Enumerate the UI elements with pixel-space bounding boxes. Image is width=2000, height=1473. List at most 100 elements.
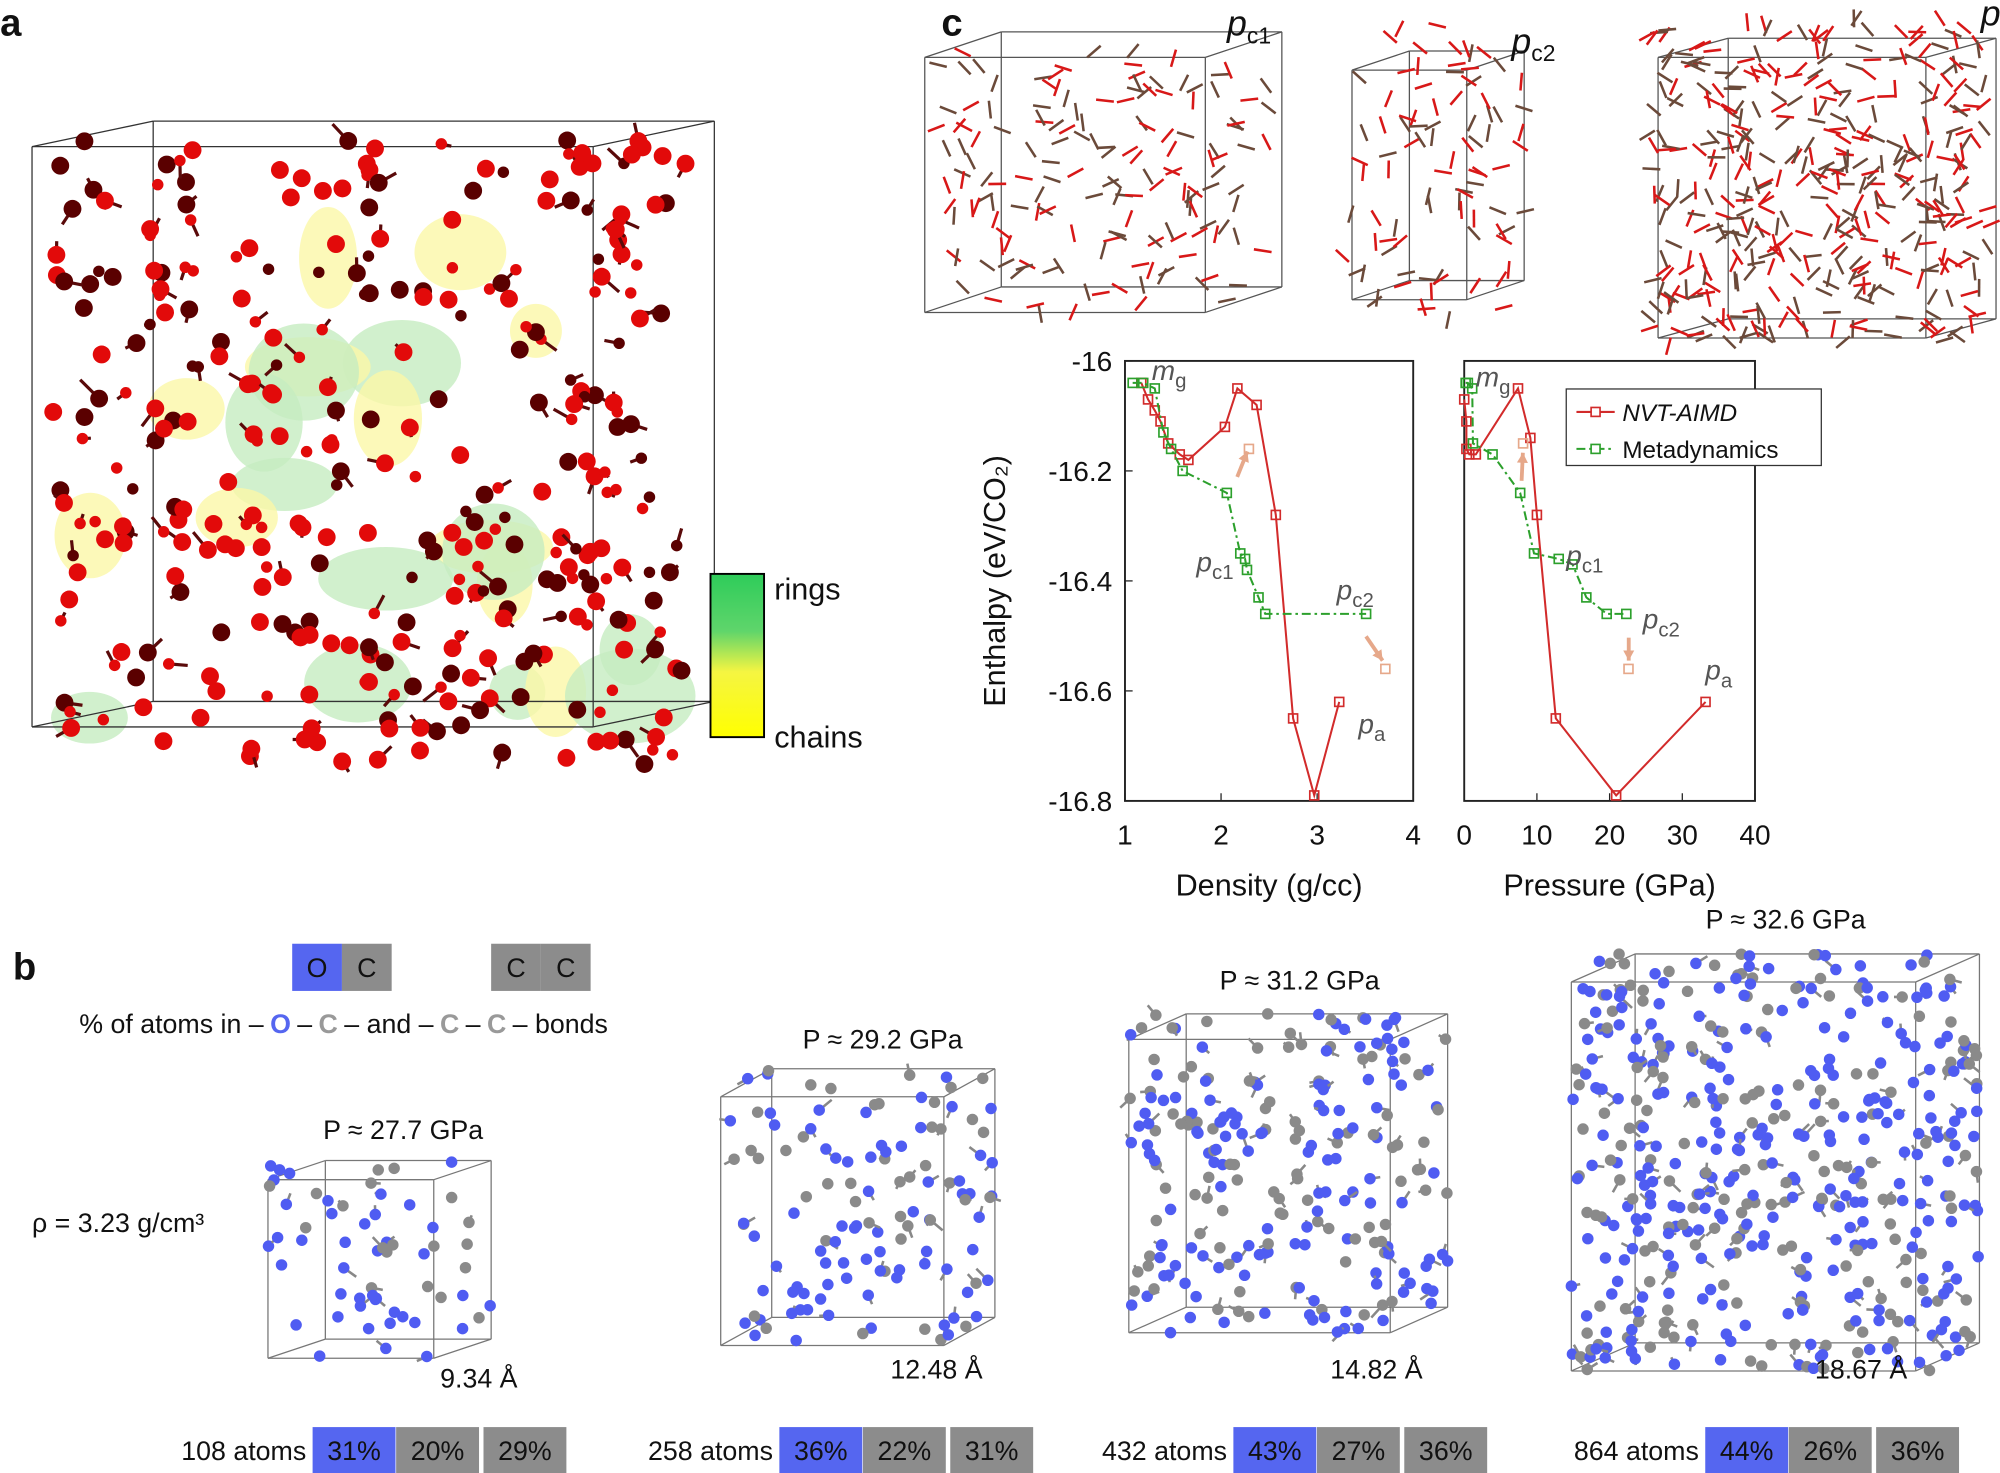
atom bbox=[1889, 1233, 1901, 1246]
bond bbox=[1882, 254, 1901, 261]
bond bbox=[1871, 104, 1878, 123]
atom bbox=[895, 1140, 908, 1152]
legend-box-label: O bbox=[307, 953, 328, 983]
relaxed-marker bbox=[1517, 438, 1529, 449]
bond bbox=[1037, 304, 1044, 323]
atom bbox=[1960, 1294, 1972, 1306]
bond bbox=[1675, 179, 1680, 198]
atom bbox=[1895, 1027, 1907, 1040]
bond bbox=[1726, 216, 1745, 221]
atom bbox=[863, 1217, 875, 1229]
atom bbox=[1303, 1309, 1316, 1321]
relaxed-marker bbox=[1243, 443, 1255, 455]
bond bbox=[1138, 121, 1156, 132]
atom bbox=[1958, 1199, 1971, 1211]
bond bbox=[1124, 62, 1143, 67]
bond bbox=[1240, 97, 1259, 102]
atom bbox=[264, 328, 283, 347]
atom bbox=[1814, 1115, 1827, 1128]
annotation-base: p bbox=[1357, 708, 1374, 739]
bond bbox=[1166, 140, 1178, 158]
bond bbox=[1835, 152, 1854, 157]
bond bbox=[1741, 129, 1755, 145]
bond bbox=[1806, 266, 1822, 281]
atom bbox=[461, 668, 480, 687]
atom bbox=[788, 1207, 800, 1219]
bond bbox=[1952, 30, 1959, 49]
bond bbox=[1431, 98, 1439, 117]
bond bbox=[1695, 333, 1713, 343]
bond bbox=[1954, 196, 1966, 214]
atom bbox=[1940, 1349, 1952, 1362]
ring-region bbox=[299, 206, 358, 309]
bond bbox=[1347, 205, 1355, 224]
bond bbox=[1418, 277, 1437, 282]
atom bbox=[1945, 1056, 1957, 1069]
atom bbox=[1862, 1275, 1875, 1288]
atom bbox=[414, 288, 433, 306]
atom bbox=[262, 384, 281, 402]
atom bbox=[1851, 1287, 1864, 1300]
bond bbox=[1039, 205, 1057, 216]
bond bbox=[1960, 133, 1972, 151]
atom bbox=[477, 585, 490, 597]
bond bbox=[1858, 176, 1867, 194]
atom bbox=[583, 154, 602, 173]
atom bbox=[44, 403, 63, 421]
bond bbox=[1378, 151, 1397, 158]
bond bbox=[1815, 287, 1833, 297]
bond bbox=[1424, 120, 1442, 131]
atom bbox=[369, 173, 388, 192]
atom bbox=[1574, 1351, 1587, 1363]
atom bbox=[1641, 1104, 1653, 1117]
bond bbox=[1086, 44, 1102, 59]
atom bbox=[1716, 1299, 1728, 1311]
bond bbox=[1024, 141, 1037, 158]
caption-part: – bonds bbox=[513, 1009, 608, 1039]
atom bbox=[1844, 1221, 1856, 1234]
bond bbox=[1857, 295, 1875, 305]
atom bbox=[1663, 965, 1675, 978]
atom bbox=[471, 701, 489, 720]
atom bbox=[748, 1230, 761, 1242]
atom bbox=[1395, 1079, 1408, 1091]
bond bbox=[1982, 219, 2000, 229]
bond bbox=[1828, 126, 1847, 132]
atom bbox=[1606, 1005, 1619, 1017]
atom bbox=[1421, 1282, 1433, 1295]
atom bbox=[592, 267, 611, 286]
atom bbox=[322, 1195, 334, 1207]
atom bbox=[460, 505, 472, 518]
atom bbox=[840, 1272, 853, 1284]
bond bbox=[1515, 104, 1533, 113]
bond bbox=[1393, 280, 1412, 289]
annotation-sub: c1 bbox=[1582, 556, 1604, 578]
atom bbox=[1644, 1341, 1657, 1353]
bond bbox=[1429, 282, 1433, 301]
bond bbox=[1687, 211, 1706, 218]
bond bbox=[1083, 283, 1091, 302]
atom bbox=[1253, 1248, 1266, 1261]
atom bbox=[1856, 1111, 1868, 1123]
bond bbox=[1789, 272, 1805, 287]
x-tick-label: 10 bbox=[1521, 819, 1552, 850]
bond bbox=[1739, 331, 1758, 340]
atom bbox=[1142, 1260, 1155, 1272]
bond bbox=[1461, 136, 1475, 153]
bond bbox=[1685, 294, 1704, 300]
bond bbox=[1821, 38, 1829, 57]
cell-edge bbox=[1128, 1013, 1187, 1040]
bond bbox=[1492, 106, 1504, 123]
atom bbox=[191, 708, 210, 727]
atom bbox=[1359, 1013, 1372, 1025]
atom bbox=[1156, 1238, 1168, 1251]
atom bbox=[1837, 1111, 1850, 1123]
atom bbox=[780, 1144, 792, 1157]
atom bbox=[550, 546, 562, 559]
atom bbox=[724, 1115, 737, 1127]
atom bbox=[654, 708, 673, 727]
colorbar bbox=[709, 572, 766, 739]
atom bbox=[1923, 1089, 1936, 1102]
atom bbox=[1824, 1183, 1836, 1195]
bond bbox=[1703, 48, 1722, 53]
